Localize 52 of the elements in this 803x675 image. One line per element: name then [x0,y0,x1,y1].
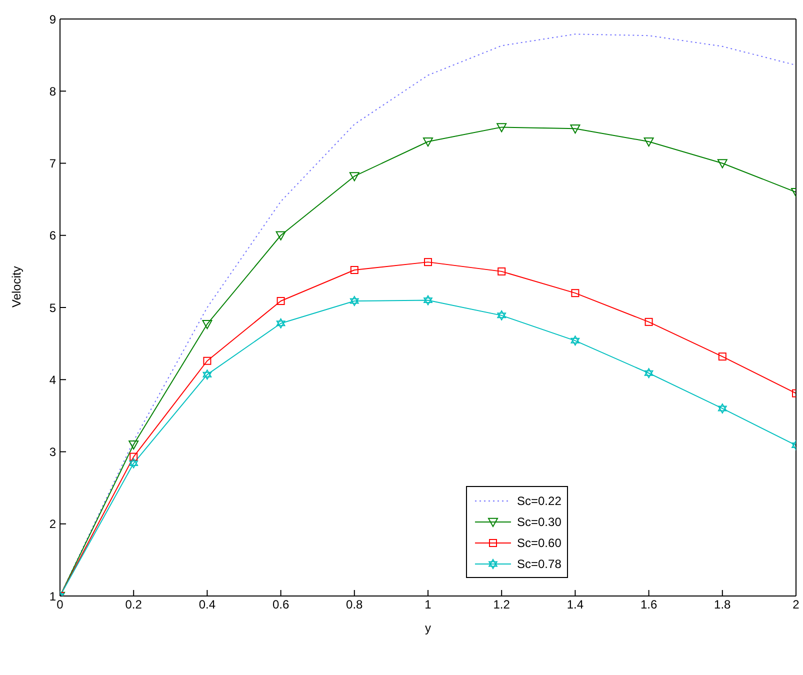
point [718,403,727,414]
x-axis-title: y [425,621,431,635]
point [571,289,580,298]
point [203,356,212,365]
y-tick-label: 6 [49,228,56,243]
point [424,295,432,306]
x-tick-label: 1 [424,598,432,612]
point [497,310,506,320]
point [570,336,580,346]
y-tick-label: 8 [49,84,56,98]
point [644,318,653,326]
x-tick-label: 1.6 [640,598,658,612]
x-tick-label: 1.2 [493,598,510,612]
legend-label: Sc=0.78 [517,556,562,570]
x-tick-label: 0.2 [125,598,142,612]
x-tick-label: 1.8 [714,598,732,612]
x-tick-label: 0.4 [198,598,216,612]
point [128,440,139,450]
y-tick-label: 2 [49,517,56,532]
point [570,124,580,134]
point [129,458,138,468]
x-tick-label: 0 [56,598,64,612]
y-tick-label: 9 [49,12,56,26]
point [718,352,726,361]
y-tick-label: 7 [49,156,56,171]
point [496,123,507,132]
point [423,138,433,147]
legend-label: Sc=0.22 [517,494,562,508]
point [498,267,506,276]
y-axis-title: Velocity [9,266,24,308]
point [202,320,212,330]
point [717,159,728,168]
x-tick-label: 0.6 [272,598,290,612]
y-tick-label: 3 [49,445,56,460]
point [349,172,360,182]
legend-label: Sc=0.60 [517,536,562,550]
point [350,266,358,274]
point [644,138,654,147]
x-tick-label: 1.4 [566,598,584,612]
x-tick-label: 2 [792,598,800,612]
legend-label: Sc=0.30 [517,514,562,528]
y-tick-label: 5 [49,300,56,315]
point [130,452,138,461]
point [644,368,654,378]
point [350,296,359,306]
y-tick-label: 4 [49,372,56,387]
point [424,258,432,266]
point [276,231,286,240]
point [202,370,212,380]
point [276,318,286,328]
point [276,297,285,306]
x-tick-label: 0.8 [346,598,364,612]
